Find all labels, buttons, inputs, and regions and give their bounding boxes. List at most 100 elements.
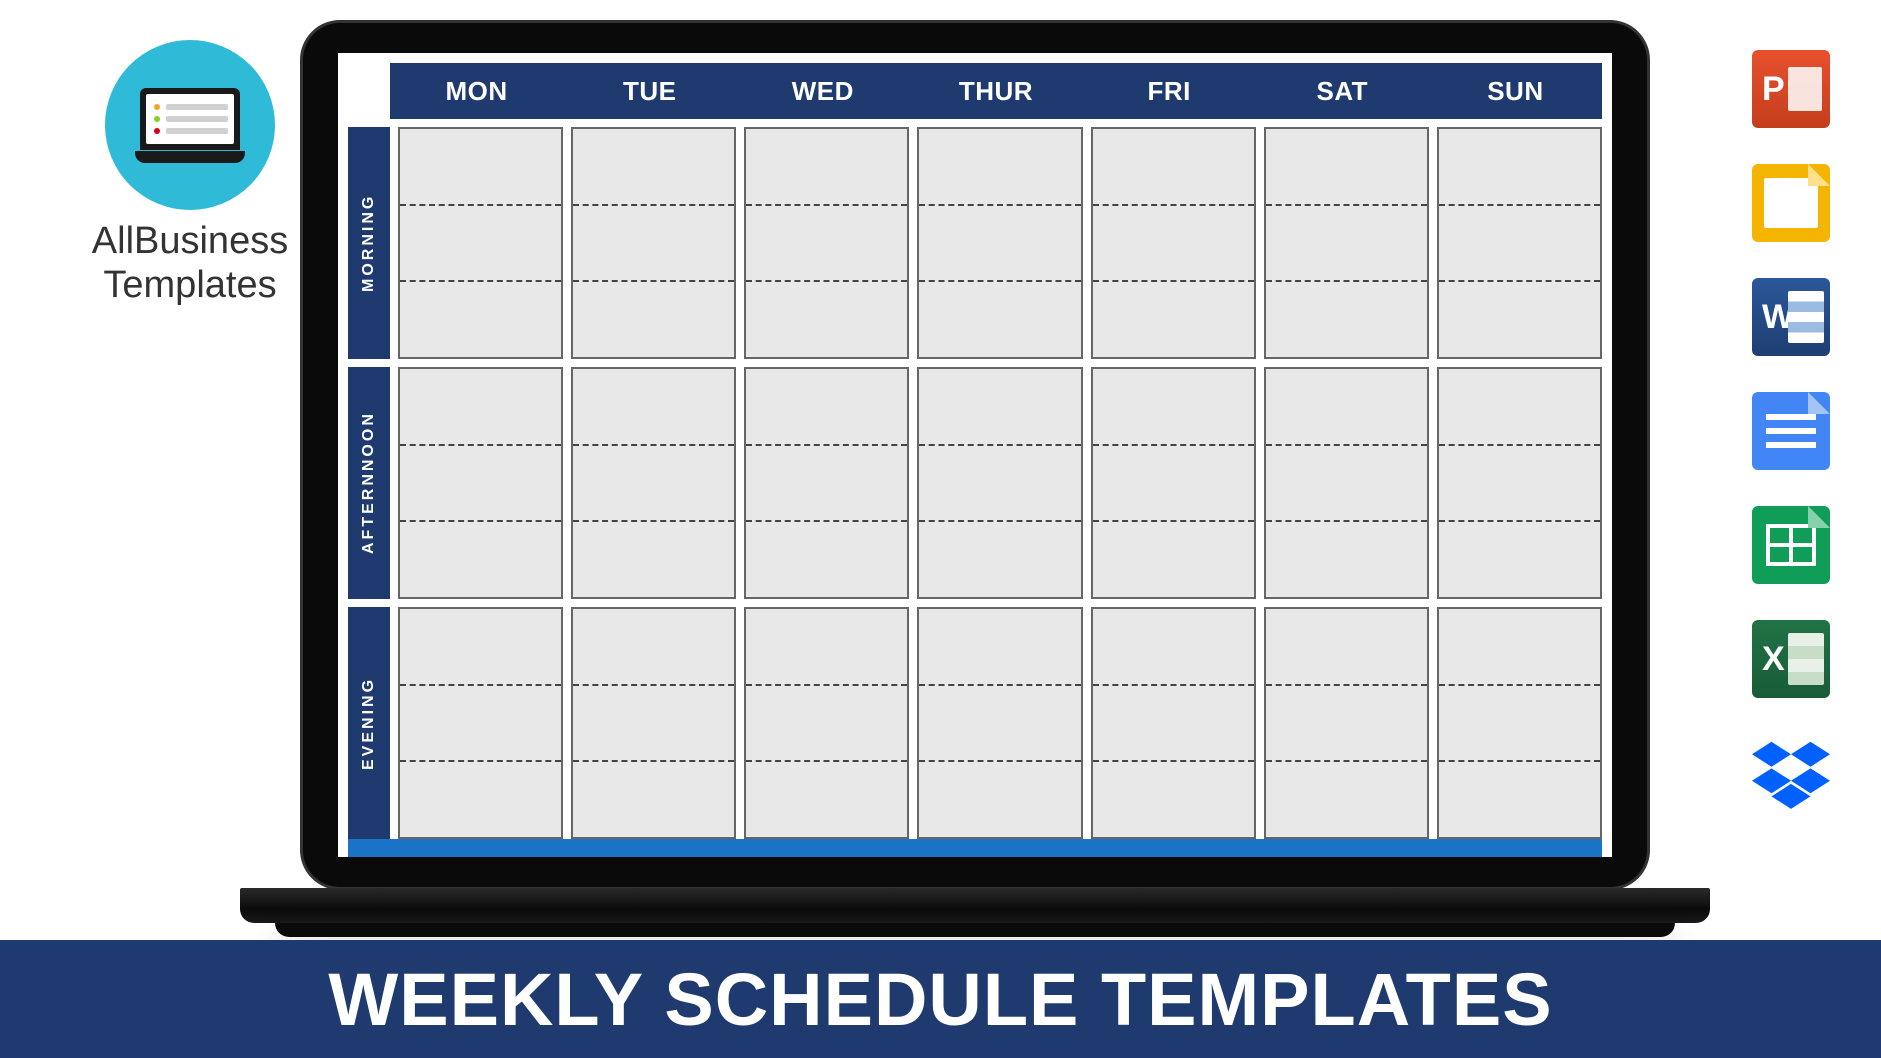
schedule-subrow [1439,446,1600,523]
brand-logo-circle [105,40,275,210]
header-spacer [348,63,390,119]
schedule-subrow [919,762,1080,837]
schedule-subrow [573,446,734,523]
schedule-subrow [1093,206,1254,283]
title-banner: WEEKLY SCHEDULE TEMPLATES [0,940,1881,1058]
laptop-frame: MONTUEWEDTHURFRISATSUN MORNING AFTERNNOON… [300,20,1650,890]
day-header-mon: MON [390,63,563,119]
schedule-cell [1264,127,1429,359]
title-banner-text: WEEKLY SCHEDULE TEMPLATES [328,957,1552,1042]
schedule-cell [398,367,563,599]
schedule-subrow [1093,522,1254,597]
schedule-header-row: MONTUEWEDTHURFRISATSUN [348,63,1602,119]
brand-name-line2: Templates [60,264,320,308]
schedule-subrow [400,686,561,763]
schedule-subrow [746,522,907,597]
schedule-grid [390,119,1602,839]
schedule-cell [1091,367,1256,599]
schedule-subrow [746,446,907,523]
schedule-body: MORNING AFTERNNOON EVENING [348,119,1602,839]
excel-icon-letter: X [1762,640,1785,679]
schedule-cell [1264,367,1429,599]
schedule-subrow [1093,369,1254,446]
period-label-column: MORNING AFTERNNOON EVENING [348,119,390,839]
laptop-hinge [240,888,1710,923]
schedule-cell [1264,607,1429,839]
schedule-subrow [1439,686,1600,763]
laptop-display: MONTUEWEDTHURFRISATSUN MORNING AFTERNNOON… [338,53,1612,857]
schedule-cell [744,367,909,599]
excel-icon: X [1752,620,1830,698]
schedule-subrow [1266,686,1427,763]
schedule-subrow [919,206,1080,283]
schedule-subrow [400,522,561,597]
schedule-subrow [573,129,734,206]
schedule-subrow [400,282,561,357]
schedule-subrow [746,762,907,837]
period-label-afternnoon: AFTERNNOON [348,367,390,599]
schedule-cell [571,607,736,839]
google-docs-icon [1752,392,1830,470]
schedule-subrow [573,369,734,446]
format-icons-column: P W X [1741,50,1841,812]
schedule-subrow [573,522,734,597]
schedule-cell [1091,607,1256,839]
schedule-subrow [1266,609,1427,686]
schedule-subrow [1439,129,1600,206]
brand-laptop-icon [135,88,245,163]
schedule-subrow [400,206,561,283]
schedule-subrow [400,369,561,446]
schedule-subrow [1266,282,1427,357]
schedule-subrow [746,129,907,206]
schedule-subrow [919,129,1080,206]
schedule-subrow [1266,446,1427,523]
schedule-cell [917,607,1082,839]
schedule-subrow [1093,282,1254,357]
schedule-subrow [1093,609,1254,686]
schedule-subrow [919,609,1080,686]
schedule-cell [917,367,1082,599]
powerpoint-icon-letter: P [1762,70,1785,109]
schedule-subrow [746,369,907,446]
schedule-subrow [919,282,1080,357]
schedule-cell [744,607,909,839]
schedule-subrow [400,762,561,837]
schedule-cell [1437,607,1602,839]
schedule-cell [571,127,736,359]
schedule-subrow [1439,762,1600,837]
infographic-stage: AllBusiness Templates MONTUEWEDTHURFRISA… [0,0,1881,1058]
schedule-footer-strip [348,839,1602,857]
schedule-cell [398,127,563,359]
brand-name-line1: AllBusiness [60,220,320,264]
schedule-cell [1437,127,1602,359]
schedule-subrow [400,129,561,206]
google-slides-icon [1752,164,1830,242]
schedule-subrow [1266,206,1427,283]
laptop-mockup: MONTUEWEDTHURFRISATSUN MORNING AFTERNNOON… [300,20,1650,937]
schedule-subrow [919,522,1080,597]
schedule-cell [744,127,909,359]
period-label-evening: EVENING [348,607,390,839]
day-header-tue: TUE [563,63,736,119]
powerpoint-icon: P [1752,50,1830,128]
schedule-subrow [573,206,734,283]
day-header-sat: SAT [1256,63,1429,119]
schedule-subrow [1093,762,1254,837]
schedule-subrow [1439,206,1600,283]
schedule-subrow [1093,129,1254,206]
schedule-subrow [919,369,1080,446]
period-block-afternnoon [390,367,1602,599]
schedule-subrow [746,206,907,283]
schedule-subrow [1266,129,1427,206]
schedule-subrow [573,762,734,837]
dropbox-icon [1752,734,1830,812]
schedule-subrow [919,686,1080,763]
schedule-subrow [400,609,561,686]
schedule-subrow [573,282,734,357]
weekly-schedule: MONTUEWEDTHURFRISATSUN MORNING AFTERNNOON… [338,53,1612,857]
period-label-morning: MORNING [348,127,390,359]
schedule-subrow [400,446,561,523]
word-icon: W [1752,278,1830,356]
schedule-subrow [1439,282,1600,357]
schedule-cell [1437,367,1602,599]
